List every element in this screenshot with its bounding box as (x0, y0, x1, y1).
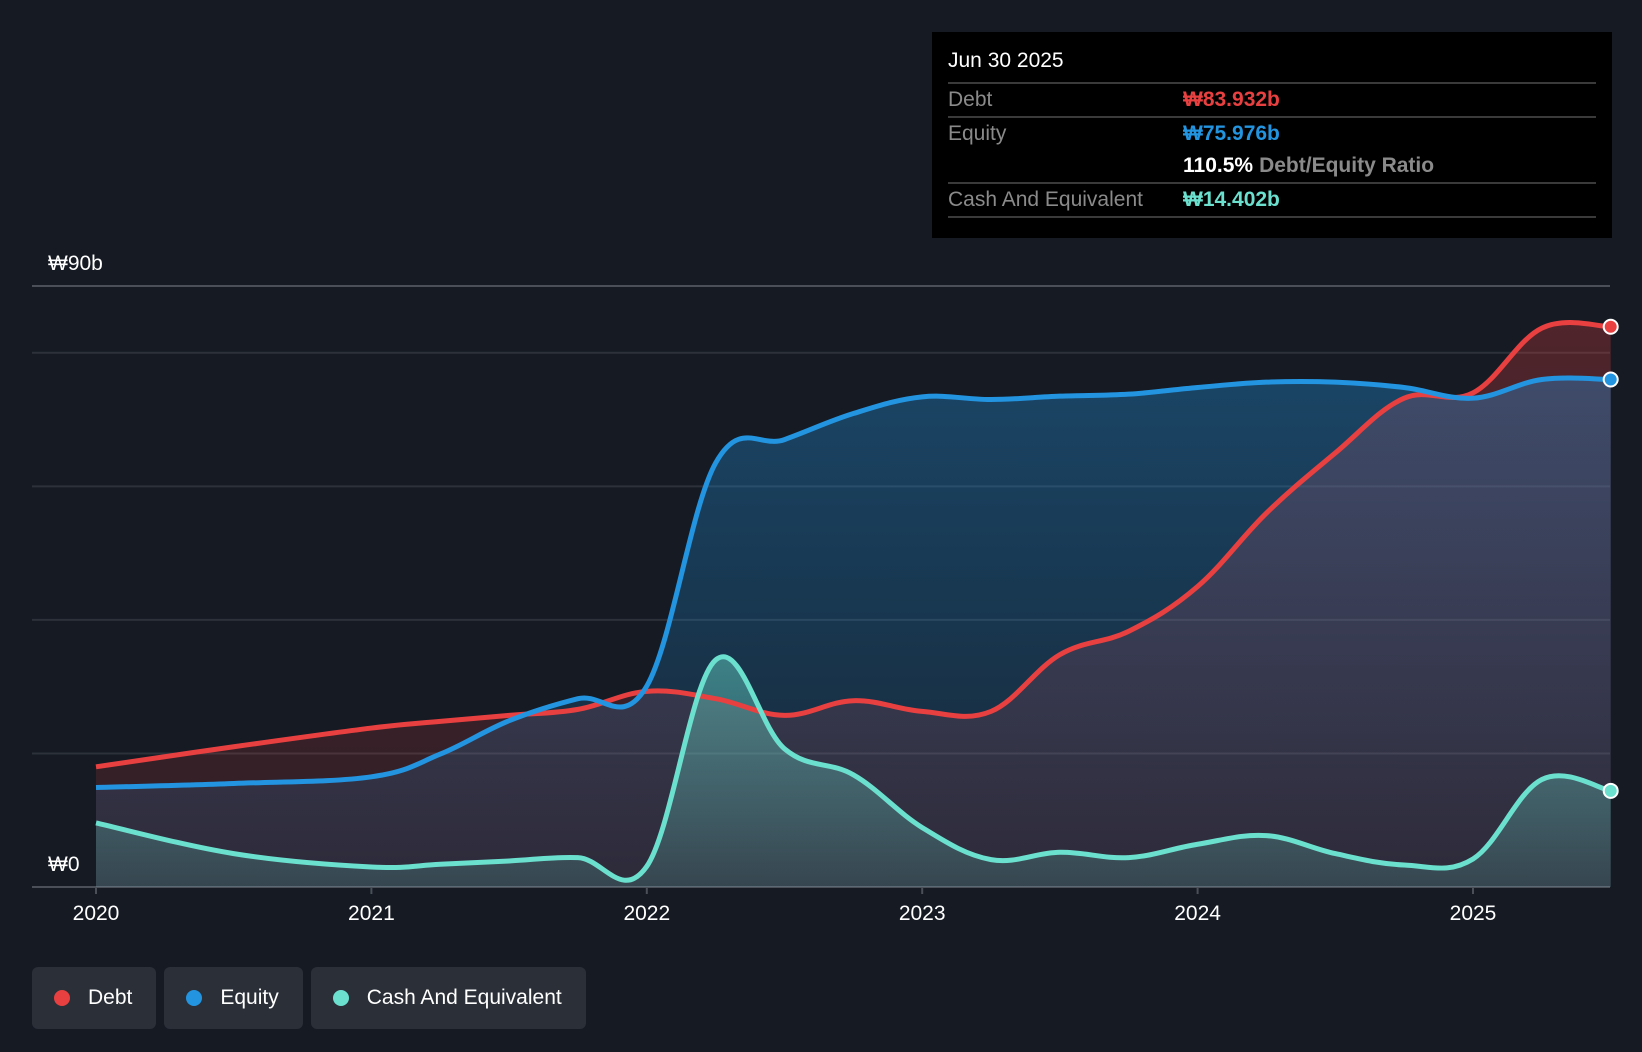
legend-item-debt[interactable]: Debt (32, 967, 157, 1029)
equity-line (95, 375, 1611, 790)
tooltip-equity-value: ₩75.976b (1183, 122, 1280, 145)
tooltip-equity-label: Equity (948, 122, 1007, 145)
tooltip-cash-row: Cash And Equivalent ₩14.402b (948, 184, 1596, 218)
cash-line (95, 654, 1612, 883)
tooltip-debt-value: ₩83.932b (1183, 88, 1280, 111)
legend-label-debt: Debt (88, 986, 133, 1009)
legend-item-cash[interactable]: Cash And Equivalent (310, 967, 586, 1029)
debt-dot-icon (54, 990, 70, 1006)
y-tick-label-zero: ₩0 (48, 853, 80, 876)
debt-endpoint (1602, 318, 1619, 335)
equity-endpoint (1602, 371, 1619, 388)
tooltip-date: Jun 30 2025 (948, 46, 1596, 84)
x-tick-label: 2021 (348, 902, 395, 925)
legend-label-cash: Cash And Equivalent (366, 986, 562, 1009)
tooltip-debt-label: Debt (948, 88, 993, 111)
tooltip-equity-row: Equity ₩75.976b (948, 118, 1596, 150)
x-tick-label: 2023 (899, 902, 946, 925)
equity-dot-icon (186, 990, 203, 1006)
tooltip-ratio-value: 110.5% (1183, 154, 1254, 177)
x-tick-label: 2020 (73, 902, 120, 925)
tooltip-cash-label: Cash And Equivalent (948, 188, 1143, 211)
x-tick-label: 2024 (1174, 902, 1221, 925)
legend: Debt Equity Cash And Equivalent (32, 967, 586, 1029)
x-tick-label: 2022 (623, 902, 670, 925)
x-tick-label: 2025 (1450, 902, 1497, 925)
tooltip-cash-value: ₩14.402b (1183, 188, 1280, 211)
equity-area (96, 377, 1611, 887)
legend-item-equity[interactable]: Equity (164, 967, 303, 1029)
y-tick-label-top: ₩90b (48, 252, 103, 275)
legend-label-equity: Equity (220, 986, 279, 1009)
tooltip-debt-row: Debt ₩83.932b (948, 84, 1596, 118)
cash-dot-icon (332, 990, 349, 1006)
cash-endpoint (1602, 782, 1619, 799)
tooltip-ratio-label: Debt/Equity Ratio (1259, 154, 1435, 177)
cash-area (96, 656, 1611, 887)
tooltip: Jun 30 2025 Debt ₩83.932b Equity ₩75.976… (932, 32, 1612, 238)
debt-line (95, 319, 1611, 770)
tooltip-ratio-row: 110.5% Debt/Equity Ratio (948, 150, 1596, 184)
